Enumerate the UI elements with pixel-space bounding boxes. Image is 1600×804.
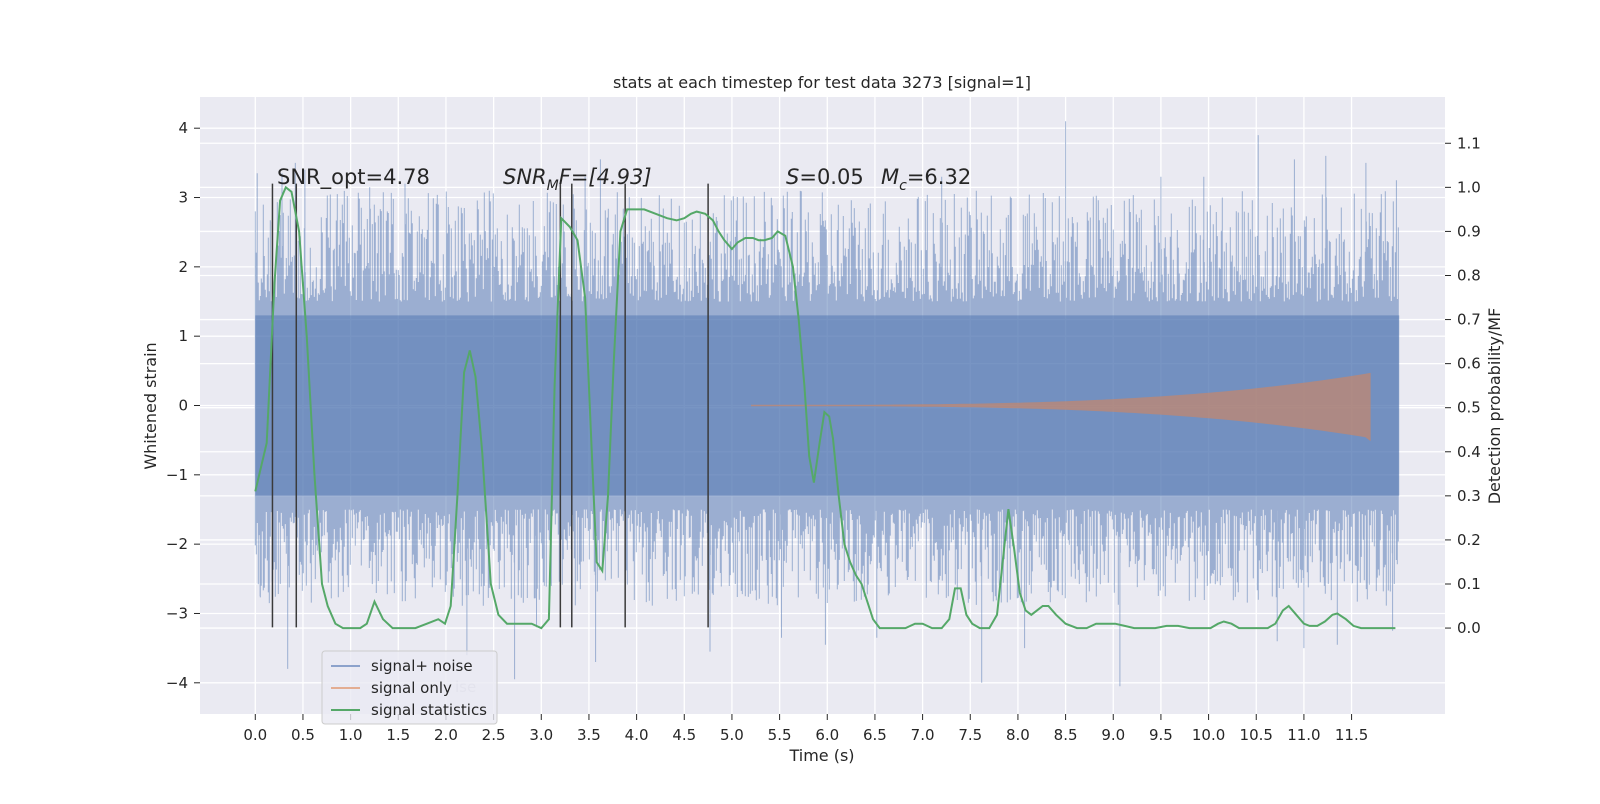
x-tick-label: 11.0 bbox=[1287, 726, 1320, 744]
y-right-tick-label: 1.0 bbox=[1457, 178, 1481, 196]
annotation-snr-opt: SNR_opt=4.78 bbox=[277, 165, 430, 190]
y-right-tick-label: 1.1 bbox=[1457, 134, 1481, 152]
signal-statistics-series bbox=[254, 185, 1396, 630]
y-right-tick-label: 0.8 bbox=[1457, 266, 1481, 284]
right-axis-ticks: 1.1 1.0 0.9 0.8 0.7 0.6 0.5 0.4 0.3 0.2 0.1 0.0 bbox=[1445, 134, 1481, 637]
legend-label: signal statistics bbox=[371, 701, 487, 719]
annotation-s: S=0.05 bbox=[786, 165, 864, 189]
x-tick-label: 9.5 bbox=[1149, 726, 1173, 744]
y-right-tick-label: 0.7 bbox=[1457, 311, 1481, 329]
x-tick-label: 3.0 bbox=[529, 726, 553, 744]
x-tick-label: 1.0 bbox=[339, 726, 363, 744]
y-right-tick-label: 0.0 bbox=[1457, 619, 1481, 637]
y-tick-label: 4 bbox=[178, 119, 188, 137]
x-tick-label: 11.5 bbox=[1335, 726, 1368, 744]
x-tick-label: 6.5 bbox=[863, 726, 887, 744]
y-tick-label: −2 bbox=[166, 535, 188, 553]
annotation-mc: Mc=6.32 bbox=[881, 165, 971, 194]
plot-area bbox=[254, 121, 1400, 687]
y-right-tick-label: 0.3 bbox=[1457, 487, 1481, 505]
x-tick-label: 4.0 bbox=[625, 726, 649, 744]
y-tick-label: 2 bbox=[178, 258, 188, 276]
y-right-tick-label: 0.5 bbox=[1457, 399, 1481, 417]
x-tick-label: 7.0 bbox=[911, 726, 935, 744]
x-tick-label: 9.0 bbox=[1101, 726, 1125, 744]
signal-only-series bbox=[751, 372, 1371, 442]
legend-label: signal+ noise bbox=[371, 657, 473, 675]
x-tick-label: 8.5 bbox=[1054, 726, 1078, 744]
y-right-tick-label: 0.6 bbox=[1457, 355, 1481, 373]
x-tick-label: 2.5 bbox=[482, 726, 506, 744]
chart-title: stats at each timestep for test data 327… bbox=[613, 73, 1031, 92]
y-axis-label-right: Detection probability/MF bbox=[1485, 308, 1504, 505]
legend-label: signal only bbox=[371, 679, 452, 697]
x-tick-label: 0.5 bbox=[291, 726, 315, 744]
legend-box bbox=[321, 650, 498, 725]
y-right-tick-label: 0.9 bbox=[1457, 222, 1481, 240]
y-tick-label: 0 bbox=[178, 397, 188, 415]
y-tick-label: −1 bbox=[166, 466, 188, 484]
x-tick-label: 1.5 bbox=[386, 726, 410, 744]
x-tick-label: 7.5 bbox=[958, 726, 982, 744]
x-tick-label: 5.5 bbox=[768, 726, 792, 744]
y-tick-label: −3 bbox=[166, 604, 188, 622]
x-tick-label: 10.0 bbox=[1192, 726, 1225, 744]
y-axis-label: Whitened strain bbox=[141, 342, 160, 469]
annotation-snr-mf: SNRMF=[4.93] bbox=[503, 165, 652, 194]
y-tick-label: 1 bbox=[178, 327, 188, 345]
x-tick-label: 5.0 bbox=[720, 726, 744, 744]
y-tick-label: 3 bbox=[178, 189, 188, 207]
event-markers bbox=[271, 183, 709, 628]
noise-trace bbox=[254, 121, 1399, 687]
x-tick-label: 2.0 bbox=[434, 726, 458, 744]
x-tick-label: 6.0 bbox=[815, 726, 839, 744]
x-tick-label: 3.5 bbox=[577, 726, 601, 744]
x-tick-label: 10.5 bbox=[1240, 726, 1273, 744]
x-axis-ticks: 0.0 0.5 1.0 1.5 2.0 2.5 3.0 3.5 4.0 4.5 5.0 5.5 6.0 6… bbox=[243, 714, 1368, 744]
x-tick-label: 0.0 bbox=[243, 726, 267, 744]
x-axis-label: Time (s) bbox=[788, 746, 854, 765]
x-tick-label: 4.5 bbox=[672, 726, 696, 744]
y-right-tick-label: 0.2 bbox=[1457, 531, 1481, 549]
left-axis-ticks: 4 3 2 1 0 −1 −2 −3 −4 bbox=[166, 119, 200, 692]
x-tick-label: 8.0 bbox=[1006, 726, 1030, 744]
y-tick-label: −4 bbox=[166, 674, 188, 692]
y-right-tick-label: 0.4 bbox=[1457, 443, 1481, 461]
y-right-tick-label: 0.1 bbox=[1457, 575, 1481, 593]
